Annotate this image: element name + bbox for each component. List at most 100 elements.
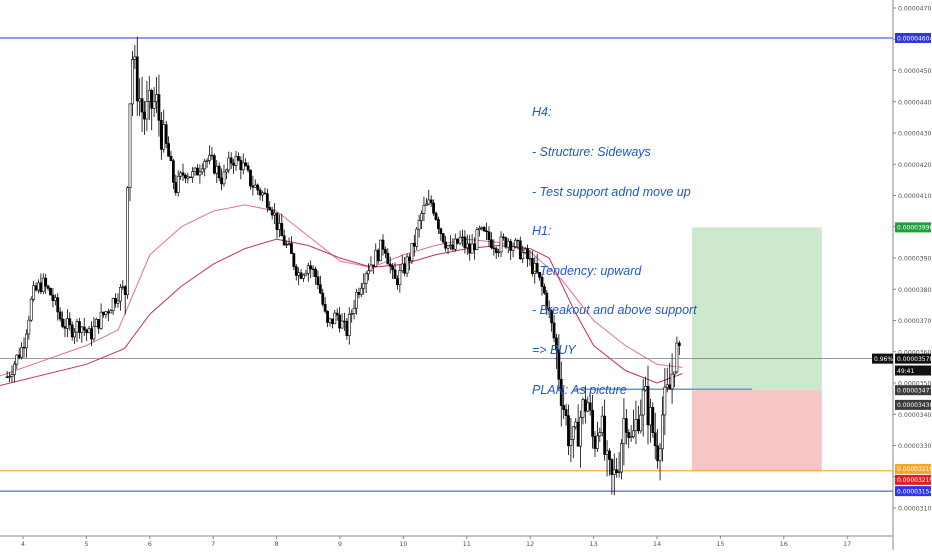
candle-body [646,385,650,426]
candle-body [579,416,582,447]
percent-change-label: 0.96% [874,356,893,363]
candle-body [449,244,452,247]
candle-body [675,342,679,373]
candle-body [229,157,233,164]
price-tick-label: 0.00003700 [898,318,932,325]
candle-body [184,174,187,179]
candle-body [545,292,549,309]
price-label-badge [895,463,931,474]
candle-body [624,418,628,433]
candle-body [446,245,450,249]
candle-body [94,319,98,327]
candle-body [463,236,467,248]
candle-body [304,272,308,276]
candle-body [323,304,327,312]
candle-body [176,175,180,193]
candle-body [306,265,310,274]
candle-body [196,167,199,176]
candle-body [550,310,554,324]
candle-body [434,212,438,220]
candle-body [453,238,457,250]
candle-body [109,310,113,314]
candle-body [569,439,573,447]
candle-body [345,320,349,336]
candle-body [162,124,166,150]
candle-body [651,407,655,433]
candle-body [234,156,238,166]
candle-body [506,240,510,248]
candle-body [593,436,597,449]
candle-body [99,311,103,329]
candle-body [97,319,101,329]
candle-body [80,326,84,333]
time-tick-label: 12 [526,540,534,548]
candle-body [347,314,351,336]
price-tick-label: 0.00003600 [898,349,932,356]
candle-body [155,94,158,102]
candle-body [588,402,592,411]
price-label-badge [895,353,931,364]
price-label-text: 0.00003219 [897,466,932,473]
candle-body [489,239,493,249]
candle-body [131,59,134,105]
candle-body [516,239,520,242]
candle-body [355,291,358,309]
candle-body [285,243,289,246]
candle-body [58,311,62,320]
candle-body [227,157,231,171]
candle-body [164,124,168,144]
time-tick-label: 14 [653,540,661,548]
candle-body [215,165,219,174]
candle-body [140,98,144,113]
candle-body [8,376,11,378]
time-tick-label: 6 [148,540,152,548]
price-label-text: 0.00003477 [897,387,932,394]
price-label-badge [895,474,931,485]
candle-body [78,321,81,333]
candle-body [188,176,192,178]
candle-body [143,111,146,120]
candle-body [596,435,599,449]
percent-change-badge [872,353,893,364]
annotation-line: - Structure: Sideways [532,145,651,160]
price-label-text: 49:41 [897,368,914,375]
candle-body [29,298,33,321]
candle-body [432,202,435,214]
candle-body [123,286,127,296]
price-tick-label: 0.00003400 [898,412,932,419]
candle-body [379,239,382,262]
candle-body [338,314,342,329]
candle-body [518,240,522,260]
candle-body [383,249,387,254]
candle-body [27,319,31,335]
candle-body [10,374,14,377]
candle-body [41,277,45,293]
candle-body [152,101,156,109]
candle-body [400,263,404,272]
candle-body [427,199,431,205]
candle-body [526,248,529,259]
candle-body [504,237,508,248]
candle-body [497,251,501,254]
candle-body [598,432,602,437]
candle-body [193,167,197,172]
candle-body [46,285,50,289]
candle-body [436,219,440,230]
candle-body [251,185,255,188]
price-label-text: 0.00003219 [897,477,932,484]
candle-body [405,256,409,274]
candle-body [340,320,344,329]
candle-body [422,205,426,214]
candle-body [200,168,204,173]
candle-body [538,271,541,278]
candle-body [39,282,43,293]
candle-body [133,56,137,60]
candle-body [321,292,325,305]
candle-body [299,272,303,279]
candle-body [441,233,445,243]
candle-body [12,363,16,375]
candle-body [639,414,643,432]
candle-body [330,318,334,325]
price-tick-label: 0.00004400 [898,99,932,106]
